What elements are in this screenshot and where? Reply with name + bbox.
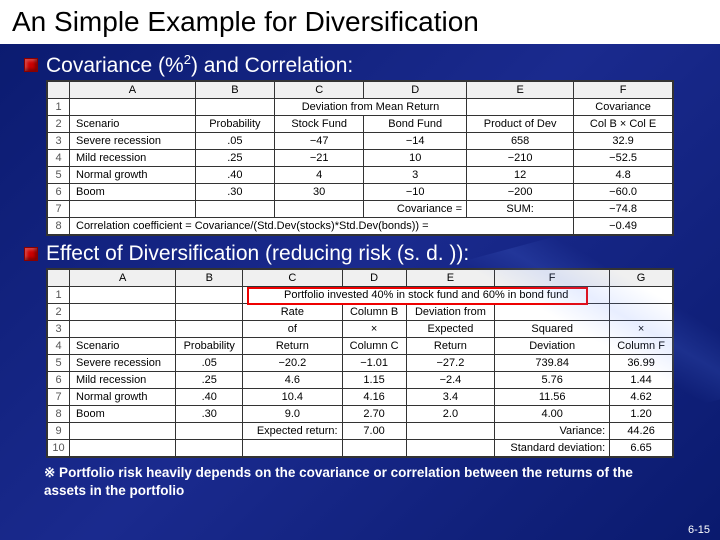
diversification-table: ABCDEFG 1Portfolio invested 40% in stock… [46, 268, 674, 458]
slide-content: Covariance (%2) and Correlation: ABCDEF … [0, 44, 720, 500]
bullet-covariance: Covariance (%2) and Correlation: [24, 52, 704, 78]
bullet-text-2: Effect of Diversification (reducing risk… [46, 242, 469, 266]
bullet-effect: Effect of Diversification (reducing risk… [24, 242, 704, 266]
table-2: ABCDEFG 1Portfolio invested 40% in stock… [47, 269, 673, 457]
bullet-text-1: Covariance (%2) and Correlation: [46, 52, 353, 78]
slide-title: An Simple Example for Diversification [0, 0, 720, 44]
footnote: ※ Portfolio risk heavily depends on the … [44, 464, 676, 500]
page-number: 6-15 [688, 524, 710, 536]
table-1: ABCDEF 1Deviation from Mean ReturnCovari… [47, 81, 673, 235]
bullet-square-icon [24, 58, 38, 72]
covariance-table: ABCDEF 1Deviation from Mean ReturnCovari… [46, 80, 674, 236]
bullet-square-icon [24, 247, 38, 261]
